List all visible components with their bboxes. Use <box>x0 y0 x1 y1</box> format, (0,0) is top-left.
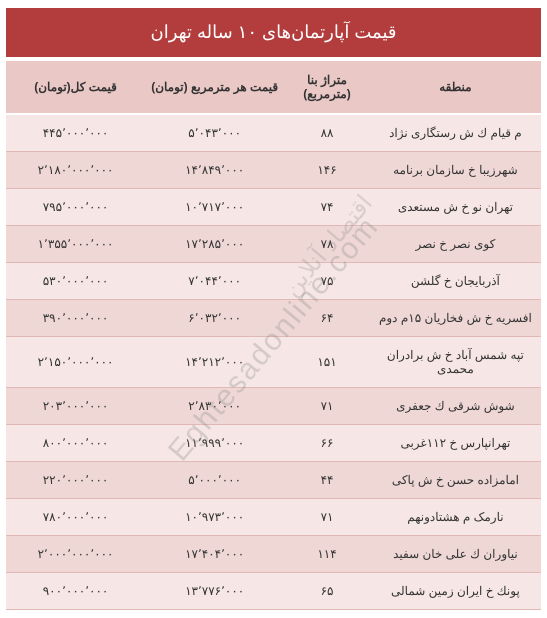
table-row: پونك خ ایران زمین شمالی۶۵۱۳٬۷۷۶٬۰۰۰۹۰۰٬۰… <box>6 573 541 610</box>
cell-region: شهرزیبا خ سازمان برنامه <box>370 152 541 189</box>
cell-price-per-sqm: ۶٬۰۳۲٬۰۰۰ <box>145 300 284 337</box>
cell-total-price: ۷۸۰٬۰۰۰٬۰۰۰ <box>6 499 145 536</box>
cell-area: ۶۵ <box>284 573 370 610</box>
cell-total-price: ۱٬۳۵۵٬۰۰۰٬۰۰۰ <box>6 226 145 263</box>
cell-total-price: ۲٬۱۵۰٬۰۰۰٬۰۰۰ <box>6 337 145 388</box>
cell-total-price: ۲٬۰۰۰٬۰۰۰٬۰۰۰ <box>6 536 145 573</box>
cell-area: ۶۴ <box>284 300 370 337</box>
cell-area: ۱۴۶ <box>284 152 370 189</box>
cell-area: ۷۱ <box>284 499 370 536</box>
cell-area: ۱۱۴ <box>284 536 370 573</box>
cell-price-per-sqm: ۱۷٬۲۸۵٬۰۰۰ <box>145 226 284 263</box>
cell-region: تپه شمس آباد خ ش برادران محمدی <box>370 337 541 388</box>
cell-total-price: ۲۲۰٬۰۰۰٬۰۰۰ <box>6 462 145 499</box>
table-row: تپه شمس آباد خ ش برادران محمدی۱۵۱۱۴٬۲۱۲٬… <box>6 337 541 388</box>
cell-price-per-sqm: ۱۴٬۲۱۲٬۰۰۰ <box>145 337 284 388</box>
cell-price-per-sqm: ۱۷٬۴۰۴٬۰۰۰ <box>145 536 284 573</box>
cell-region: آذربایجان خ گلشن <box>370 263 541 300</box>
cell-area: ۷۵ <box>284 263 370 300</box>
table-row: شوش شرقی ك جعفری۷۱۲٬۸۳۰٬۰۰۰۲۰۳٬۰۰۰٬۰۰۰ <box>6 388 541 425</box>
cell-region: تهرانپارس خ ۱۱۲غربی <box>370 425 541 462</box>
cell-total-price: ۳۹۰٬۰۰۰٬۰۰۰ <box>6 300 145 337</box>
cell-region: کوی نصر خ نصر <box>370 226 541 263</box>
cell-price-per-sqm: ۵٬۰۰۰٬۰۰۰ <box>145 462 284 499</box>
header-total-price: قیمت کل(تومان) <box>6 61 145 114</box>
table-row: شهرزیبا خ سازمان برنامه۱۴۶۱۴٬۸۴۹٬۰۰۰۲٬۱۸… <box>6 152 541 189</box>
cell-area: ۷۱ <box>284 388 370 425</box>
header-area: متراژ بنا (مترمربع) <box>284 61 370 114</box>
table-title: قیمت آپارتمان‌های ۱۰ ساله تهران <box>6 8 541 57</box>
cell-area: ۱۵۱ <box>284 337 370 388</box>
table-row: افسریه خ ش فخاریان ۱۵م دوم۶۴۶٬۰۳۲٬۰۰۰۳۹۰… <box>6 300 541 337</box>
cell-area: ۸۸ <box>284 114 370 152</box>
cell-region: افسریه خ ش فخاریان ۱۵م دوم <box>370 300 541 337</box>
cell-region: م قیام ك ش رستگاری نژاد <box>370 114 541 152</box>
table-row: تهرانپارس خ ۱۱۲غربی۶۶۱۱٬۹۹۹٬۰۰۰۸۰۰٬۰۰۰٬۰… <box>6 425 541 462</box>
cell-total-price: ۸۰۰٬۰۰۰٬۰۰۰ <box>6 425 145 462</box>
header-region: منطقه <box>370 61 541 114</box>
cell-price-per-sqm: ۲٬۸۳۰٬۰۰۰ <box>145 388 284 425</box>
cell-area: ۶۶ <box>284 425 370 462</box>
cell-price-per-sqm: ۱۳٬۷۷۶٬۰۰۰ <box>145 573 284 610</box>
cell-region: نارمک م هشتادونهم <box>370 499 541 536</box>
cell-area: ۴۴ <box>284 462 370 499</box>
cell-total-price: ۹۰۰٬۰۰۰٬۰۰۰ <box>6 573 145 610</box>
cell-region: نیاوران ك علی خان سفید <box>370 536 541 573</box>
cell-price-per-sqm: ۱۱٬۹۹۹٬۰۰۰ <box>145 425 284 462</box>
cell-region: امامزاده حسن خ ش پاکی <box>370 462 541 499</box>
cell-region: شوش شرقی ك جعفری <box>370 388 541 425</box>
cell-price-per-sqm: ۱۰٬۷۱۷٬۰۰۰ <box>145 189 284 226</box>
cell-area: ۷۴ <box>284 189 370 226</box>
table-row: امامزاده حسن خ ش پاکی۴۴۵٬۰۰۰٬۰۰۰۲۲۰٬۰۰۰٬… <box>6 462 541 499</box>
cell-price-per-sqm: ۵٬۰۴۳٬۰۰۰ <box>145 114 284 152</box>
cell-price-per-sqm: ۱۴٬۸۴۹٬۰۰۰ <box>145 152 284 189</box>
cell-total-price: ۵۳۰٬۰۰۰٬۰۰۰ <box>6 263 145 300</box>
table-row: کوی نصر خ نصر۷۸۱۷٬۲۸۵٬۰۰۰۱٬۳۵۵٬۰۰۰٬۰۰۰ <box>6 226 541 263</box>
cell-area: ۷۸ <box>284 226 370 263</box>
cell-region: تهران نو خ ش مستعدی <box>370 189 541 226</box>
cell-price-per-sqm: ۷٬۰۴۴٬۰۰۰ <box>145 263 284 300</box>
cell-price-per-sqm: ۱۰٬۹۷۳٬۰۰۰ <box>145 499 284 536</box>
cell-total-price: ۷۹۵٬۰۰۰٬۰۰۰ <box>6 189 145 226</box>
header-price-per-sqm: قیمت هر مترمربع (تومان) <box>145 61 284 114</box>
cell-total-price: ۲۰۳٬۰۰۰٬۰۰۰ <box>6 388 145 425</box>
table-row: م قیام ك ش رستگاری نژاد۸۸۵٬۰۴۳٬۰۰۰۴۴۵٬۰۰… <box>6 114 541 152</box>
price-table: منطقه متراژ بنا (مترمربع) قیمت هر مترمرب… <box>6 61 541 610</box>
table-row: آذربایجان خ گلشن۷۵۷٬۰۴۴٬۰۰۰۵۳۰٬۰۰۰٬۰۰۰ <box>6 263 541 300</box>
header-row: منطقه متراژ بنا (مترمربع) قیمت هر مترمرب… <box>6 61 541 114</box>
table-row: نارمک م هشتادونهم۷۱۱۰٬۹۷۳٬۰۰۰۷۸۰٬۰۰۰٬۰۰۰ <box>6 499 541 536</box>
cell-region: پونك خ ایران زمین شمالی <box>370 573 541 610</box>
cell-total-price: ۲٬۱۸۰٬۰۰۰٬۰۰۰ <box>6 152 145 189</box>
table-row: نیاوران ك علی خان سفید۱۱۴۱۷٬۴۰۴٬۰۰۰۲٬۰۰۰… <box>6 536 541 573</box>
table-row: تهران نو خ ش مستعدی۷۴۱۰٬۷۱۷٬۰۰۰۷۹۵٬۰۰۰٬۰… <box>6 189 541 226</box>
cell-total-price: ۴۴۵٬۰۰۰٬۰۰۰ <box>6 114 145 152</box>
